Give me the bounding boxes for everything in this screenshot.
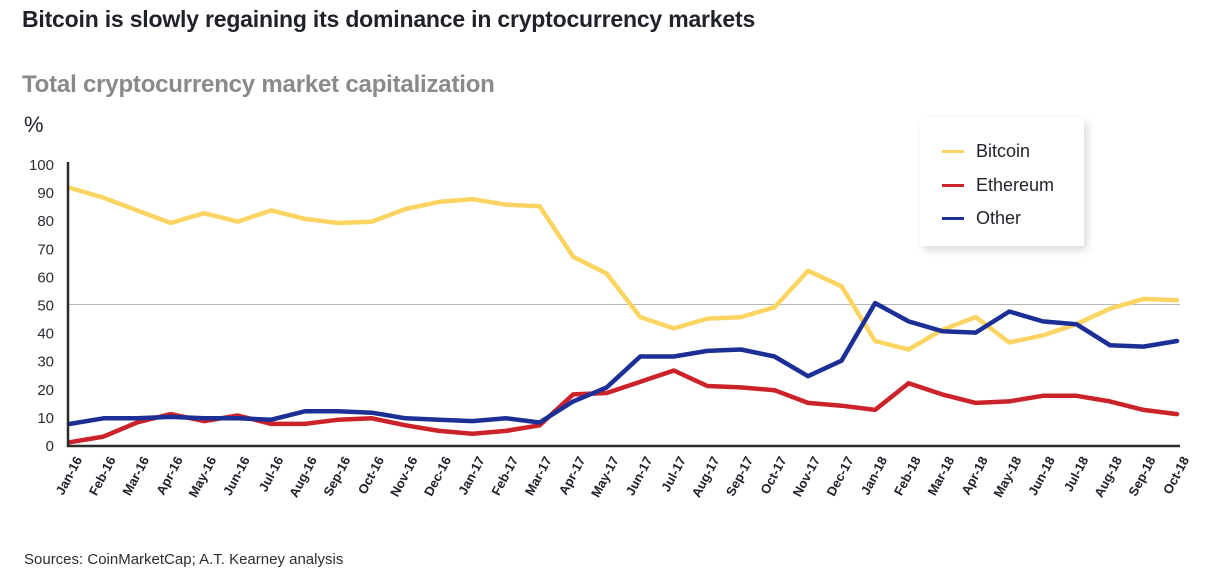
x-tick-label: Oct-18 — [1160, 454, 1192, 497]
legend-swatch-other — [942, 216, 964, 220]
x-tick-label: Feb-18 — [891, 454, 924, 498]
series-line-other — [67, 300, 1180, 427]
x-tick-label: Mar-16 — [119, 454, 152, 498]
x-tick-label: Jan-16 — [53, 454, 86, 497]
x-tick-label: Jul-18 — [1061, 454, 1092, 494]
x-tick-label: Mar-18 — [924, 454, 957, 498]
chart-headline: Bitcoin is slowly regaining its dominanc… — [22, 6, 756, 32]
chart-subtitle: Total cryptocurrency market capitalizati… — [22, 71, 495, 98]
y-tick-label: 20 — [37, 382, 54, 399]
x-tick-label: Apr-16 — [153, 454, 186, 497]
y-tick-label: 50 — [37, 298, 54, 315]
series-line-bitcoin — [67, 185, 1180, 352]
y-tick-label: 60 — [37, 269, 54, 286]
y-tick-label: 100 — [29, 157, 54, 174]
x-tick-label: Sep-16 — [320, 454, 353, 499]
y-tick-label: 10 — [37, 410, 54, 427]
legend-swatch-ethereum — [942, 183, 964, 187]
x-tick-label: Jun-18 — [1025, 454, 1058, 498]
x-tick-label: Aug-16 — [286, 454, 320, 500]
y-tick-label: 40 — [37, 326, 54, 343]
x-tick-label: Oct-16 — [355, 454, 387, 497]
y-tick-label: 90 — [37, 185, 54, 202]
x-tick-label: Feb-17 — [488, 454, 521, 498]
x-tick-label: Oct-17 — [757, 454, 789, 497]
x-tick-label: Jul-17 — [658, 454, 689, 494]
x-tick-label: Apr-18 — [958, 454, 991, 497]
y-tick-label: 70 — [37, 241, 54, 258]
series-line-ethereum — [67, 368, 1180, 445]
x-tick-label: Feb-16 — [86, 454, 119, 498]
x-tick-label: Apr-17 — [556, 454, 589, 497]
y-tick-label: 80 — [37, 213, 54, 230]
y-axis-unit-label: % — [24, 112, 44, 137]
x-tick-label: Jul-16 — [256, 454, 287, 494]
legend-label-bitcoin: Bitcoin — [976, 140, 1031, 161]
y-tick-label: 0 — [46, 438, 54, 455]
x-tick-label: Jan-17 — [455, 454, 488, 497]
x-tick-label: Jun-17 — [622, 454, 655, 498]
source-note: Sources: CoinMarketCap; A.T. Kearney ana… — [24, 551, 344, 568]
legend-swatch-bitcoin — [942, 149, 964, 153]
x-tick-label: Aug-17 — [689, 454, 723, 500]
x-tick-label: Dec-17 — [823, 454, 856, 499]
x-tick-label: Aug-18 — [1091, 454, 1125, 500]
x-tick-label: Mar-17 — [522, 454, 555, 498]
x-tick-label: Sep-18 — [1125, 454, 1158, 499]
chart-legend: Bitcoin Ethereum Other — [920, 118, 1084, 246]
x-tick-label: May-16 — [185, 454, 219, 500]
x-tick-label: May-18 — [990, 454, 1024, 500]
legend-item-other: Other — [942, 206, 1021, 230]
x-tick-label: May-17 — [588, 454, 622, 500]
legend-label-ethereum: Ethereum — [976, 174, 1055, 195]
x-tick-label: Jan-18 — [858, 454, 891, 497]
y-tick-label: 30 — [37, 354, 54, 371]
x-tick-label: Nov-17 — [790, 454, 824, 499]
x-tick-label: Jun-16 — [220, 454, 253, 498]
x-tick-label: Sep-17 — [723, 454, 756, 499]
legend-label-other: Other — [976, 207, 1022, 228]
legend-item-bitcoin: Bitcoin — [942, 139, 1030, 163]
x-tick-label: Dec-16 — [421, 454, 454, 499]
legend-item-ethereum: Ethereum — [942, 173, 1054, 197]
x-tick-label: Nov-16 — [387, 454, 421, 499]
